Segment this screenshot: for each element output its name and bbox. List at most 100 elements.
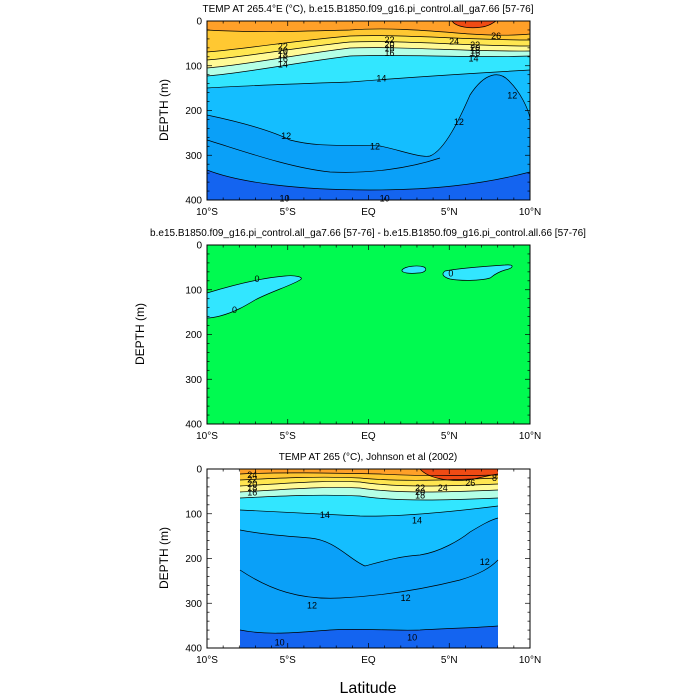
- y-tick-label: 300: [185, 375, 202, 386]
- x-tick-label: EQ: [361, 655, 376, 666]
- y-tick-label: 400: [185, 644, 202, 655]
- contour-label: 12: [480, 557, 490, 567]
- x-tick-label: EQ: [361, 431, 376, 442]
- contour-line-12: [207, 74, 530, 157]
- panel-3-contour-fill: [239, 469, 499, 648]
- y-tick-label: 400: [185, 420, 202, 431]
- contour-label: 20: [278, 46, 288, 56]
- contour-label: 12: [307, 600, 317, 610]
- contour-label: 12: [401, 593, 411, 603]
- panel-2-contour-labels: 0 0 0: [232, 269, 453, 315]
- contour-line-12-inner: [207, 139, 441, 173]
- contour-label: 12: [370, 141, 380, 151]
- y-tick-label: 400: [185, 196, 202, 207]
- contour-label: 18: [470, 46, 480, 56]
- contour-label: 12: [454, 117, 464, 127]
- contour-label: 18: [278, 50, 288, 60]
- contour-line-22: [207, 35, 530, 53]
- contour-line-18: [207, 47, 530, 69]
- contour-label: 22: [384, 35, 394, 45]
- y-tick-label: 200: [185, 554, 202, 565]
- contour-label: 10: [407, 633, 417, 643]
- contour-label: 18: [247, 483, 257, 493]
- contour-label: 20: [384, 39, 394, 49]
- panel-3-axes: 10°S 5°S EQ 5°N 10°N 0 100 200 300 400: [185, 465, 541, 667]
- panel-1-ylabel: DEPTH (m): [157, 79, 171, 141]
- contour-label: 12: [281, 131, 291, 141]
- contour-line-20: [207, 41, 530, 61]
- contour-label: 22: [470, 40, 480, 50]
- contour-label: 14: [468, 54, 478, 64]
- contour-label: 22: [247, 474, 257, 484]
- y-tick-label: 200: [185, 330, 202, 341]
- contour-line-22: [239, 476, 499, 481]
- contour-label: 0: [232, 305, 237, 315]
- negative-region-center: [401, 265, 427, 274]
- contour-label: 12: [507, 90, 517, 100]
- x-tick-label: 5°N: [441, 655, 458, 666]
- x-tick-label: 10°N: [519, 655, 541, 666]
- y-tick-label: 300: [185, 151, 202, 162]
- y-tick-label: 100: [185, 509, 202, 520]
- y-tick-label: 0: [196, 241, 202, 252]
- x-tick-label: 10°N: [519, 207, 541, 218]
- x-axis-label: Latitude: [340, 680, 397, 697]
- contour-line-20: [239, 481, 499, 487]
- y-tick-label: 0: [196, 465, 202, 476]
- contour-label: 16: [247, 488, 257, 498]
- contour-label: 14: [412, 515, 422, 525]
- contour-label: 16: [470, 48, 480, 58]
- panel-1-title: TEMP AT 265.4°E (°C), b.e15.B1850.f09_g1…: [203, 4, 534, 15]
- negative-region-west: [207, 275, 302, 319]
- contour-line-16: [239, 494, 499, 501]
- contour-line-14: [207, 69, 530, 89]
- contour-label: 22: [415, 483, 425, 493]
- x-tick-label: 5°N: [441, 431, 458, 442]
- contour-label: 18: [384, 44, 394, 54]
- contour-line-26: [419, 469, 499, 481]
- contour-label: 24: [449, 37, 459, 47]
- contour-label: 0: [255, 274, 260, 284]
- contour-label: 20: [470, 43, 480, 53]
- x-tick-label: 5°S: [280, 207, 297, 218]
- contour-label: 14: [278, 59, 288, 69]
- x-tick-label: 5°S: [280, 655, 297, 666]
- panel-2-contour-fill: [207, 245, 530, 424]
- panel-2-ylabel: DEPTH (m): [133, 303, 147, 365]
- contour-label: 24: [438, 483, 448, 493]
- band-gt-26: [452, 21, 496, 28]
- panel-observed-temperature: TEMP AT 265 (°C), Johnson et al (2002): [157, 452, 541, 666]
- x-tick-label: EQ: [361, 207, 376, 218]
- contour-line-24: [207, 28, 530, 36]
- y-tick-label: 300: [185, 599, 202, 610]
- contour-line-26: [451, 21, 497, 29]
- contour-line-10: [239, 625, 499, 634]
- contour-line-24: [239, 472, 499, 476]
- contour-label: 16: [278, 54, 288, 64]
- panel-2-title: b.e15.B1850.f09_g16.pi_control.all_ga7.6…: [150, 228, 586, 239]
- contour-line-14: [239, 505, 499, 517]
- panel-1-axes: 10°S 5°S EQ 5°N 10°N 0 100 200 300 400: [185, 17, 541, 219]
- contour-line-12: [239, 517, 499, 567]
- contour-line-16: [207, 55, 530, 77]
- contour-label: 10: [275, 638, 285, 648]
- contour-line-18: [239, 487, 499, 493]
- panel-1-contour-fill: [207, 21, 530, 200]
- panel-3-title: TEMP AT 265 (°C), Johnson et al (2002): [279, 452, 458, 463]
- y-tick-label: 100: [185, 61, 202, 72]
- contour-label: 0: [448, 269, 453, 279]
- x-tick-label: 10°S: [196, 431, 218, 442]
- y-tick-label: 200: [185, 106, 202, 117]
- panel-model-temperature: TEMP AT 265.4°E (°C), b.e15.B1850.f09_g1…: [157, 4, 541, 218]
- contour-label: 22: [278, 42, 288, 52]
- contour-line-10: [207, 169, 530, 191]
- y-tick-label: 0: [196, 17, 202, 28]
- contour-label: 26: [491, 31, 501, 41]
- x-tick-label: 5°S: [280, 431, 297, 442]
- contour-label: 14: [320, 510, 330, 520]
- panel-2-axes: 10°S 5°S EQ 5°N 10°N 0 100 200 300 400: [185, 241, 541, 443]
- x-tick-label: 10°S: [196, 207, 218, 218]
